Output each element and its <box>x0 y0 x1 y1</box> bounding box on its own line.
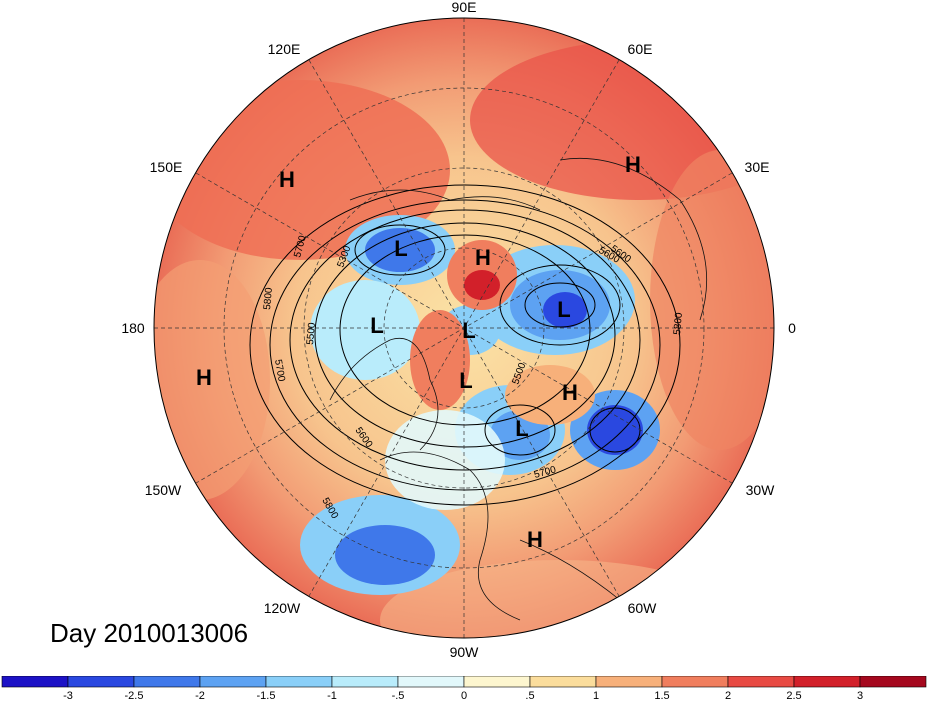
colorbar-box <box>793 676 861 688</box>
lon-label-180: 180 <box>121 320 145 336</box>
contour-label: 5500 <box>305 322 318 346</box>
colorbar-box <box>859 676 927 688</box>
coastlines <box>329 157 708 621</box>
graticule <box>154 18 774 638</box>
colorbar-tick-label: 1 <box>593 690 599 702</box>
colorbar-ticks: -3 -2.5 -2 -1.5 -1 -.5 0 .5 1 1.5 2 2.5 3 <box>63 690 863 702</box>
colorbar-tick-label: -.5 <box>392 690 405 702</box>
pressure-center: L <box>459 368 472 393</box>
lon-label-150w: 150W <box>145 482 182 498</box>
pressure-center: L <box>394 236 407 261</box>
colorbar-tick-label: -1 <box>327 690 337 702</box>
pressure-center: L <box>557 297 570 322</box>
colorbar-box <box>661 676 729 688</box>
height-contours <box>249 184 681 506</box>
contour-label: 5800 <box>672 312 685 336</box>
colorbar-box <box>265 676 333 688</box>
colorbar-tick-label: -1.5 <box>257 690 276 702</box>
colorbar-box <box>397 676 465 688</box>
colorbar-tick-label: -2.5 <box>125 690 144 702</box>
pressure-center: L <box>462 318 475 343</box>
globe <box>154 18 774 638</box>
colorbar-tick-label: 2.5 <box>786 690 801 702</box>
pressure-center: H <box>562 380 578 405</box>
lon-label-0: 0 <box>788 320 796 336</box>
colorbar-box <box>133 676 201 688</box>
lon-label-30w: 30W <box>746 482 776 498</box>
pressure-center: H <box>475 245 491 270</box>
colorbar-tick-label: 1.5 <box>654 690 669 702</box>
globe-border <box>153 17 775 639</box>
colorbar: -3 -2.5 -2 -1.5 -1 -.5 0 .5 1 1.5 2 2.5 3 <box>1 676 927 702</box>
colorbar-tick-label: 0 <box>461 690 467 702</box>
colorbar-box <box>199 676 267 688</box>
colorbar-box <box>67 676 135 688</box>
colorbar-tick-label: -2 <box>195 690 205 702</box>
colorbar-box <box>331 676 399 688</box>
lon-label-60e: 60E <box>628 41 653 57</box>
pressure-center: H <box>196 365 212 390</box>
lon-label-90e: 90E <box>452 0 477 15</box>
contour-label: 5800 <box>262 287 275 311</box>
lon-label-150e: 150E <box>150 159 183 175</box>
colorbar-box <box>595 676 663 688</box>
polar-map: 90E 60E 30E 0 30W 60W 90W 120W 150W 180 … <box>121 0 796 660</box>
colorbar-box <box>1 676 69 688</box>
pressure-center: H <box>527 527 543 552</box>
pressure-center: L <box>515 416 528 441</box>
contour-label: 5700 <box>272 359 287 383</box>
day-label: Day 2010013006 <box>50 618 249 648</box>
colorbar-box <box>727 676 795 688</box>
colorbar-box <box>463 676 531 688</box>
lon-label-90w: 90W <box>450 644 480 660</box>
pressure-center: H <box>625 152 641 177</box>
colorbar-tick-label: 2 <box>725 690 731 702</box>
pressure-center: L <box>370 313 383 338</box>
colorbar-tick-label: .5 <box>525 690 534 702</box>
lon-label-120w: 120W <box>264 600 301 616</box>
colorbar-box <box>529 676 597 688</box>
pressure-center: H <box>279 167 295 192</box>
colorbar-tick-label: 3 <box>857 690 863 702</box>
lon-label-60w: 60W <box>628 600 658 616</box>
lon-label-120e: 120E <box>268 41 301 57</box>
lon-label-30e: 30E <box>745 159 770 175</box>
colorbar-boxes <box>1 676 927 688</box>
colorbar-tick-label: -3 <box>63 690 73 702</box>
